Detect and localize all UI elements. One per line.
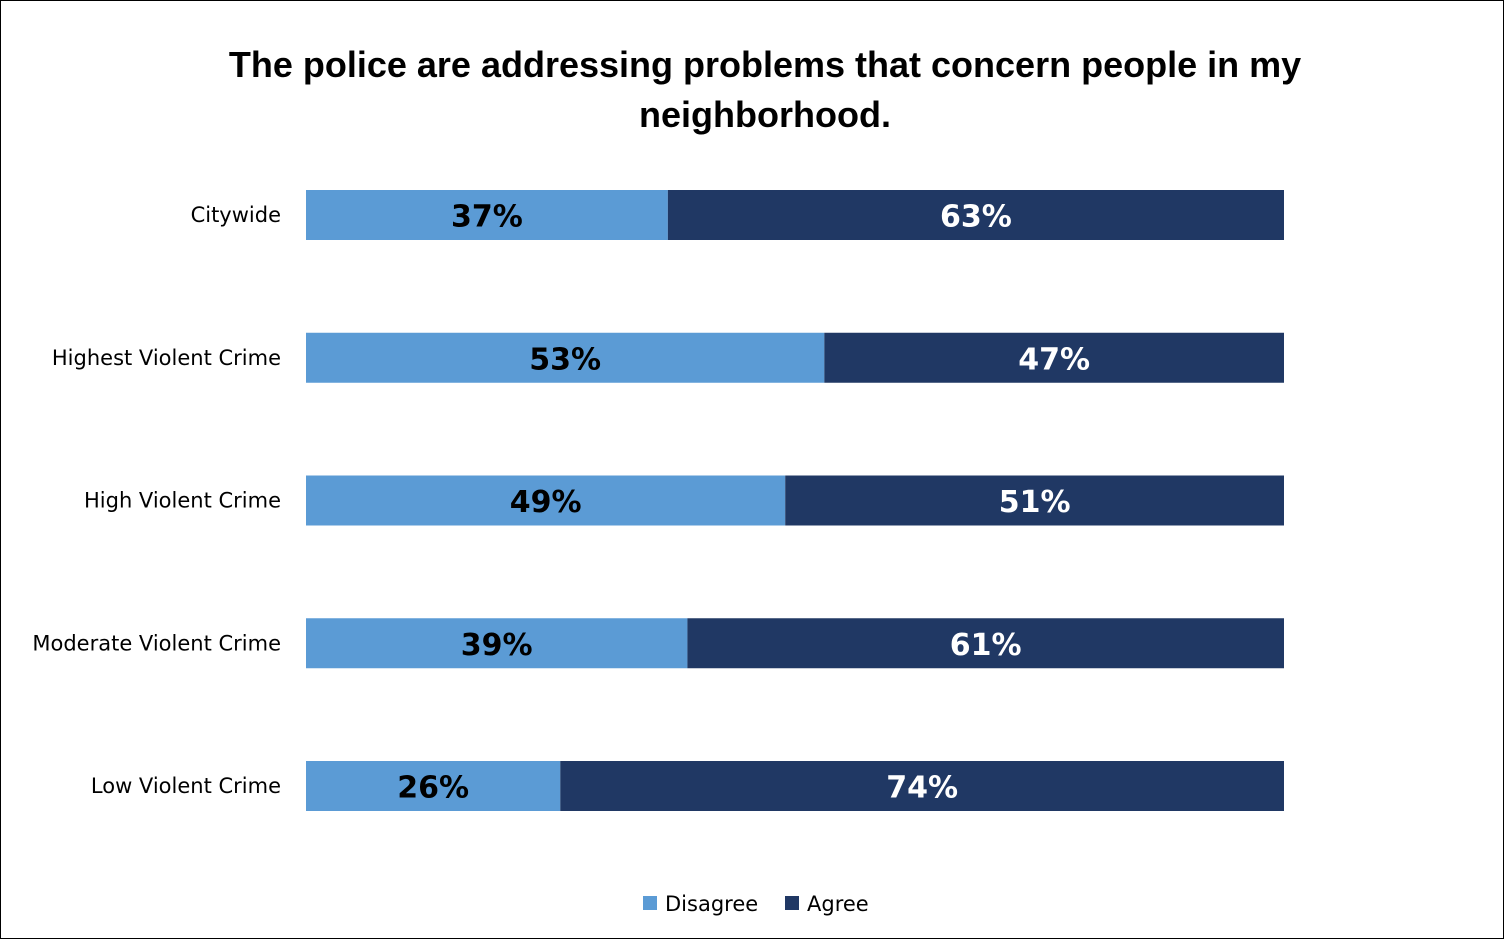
bar-agree bbox=[560, 761, 1284, 811]
data-label: 49% bbox=[510, 485, 582, 520]
category-label: Low Violent Crime bbox=[91, 774, 281, 798]
data-label: 26% bbox=[397, 771, 469, 806]
data-label: 37% bbox=[451, 200, 523, 235]
category-label: Citywide bbox=[191, 203, 281, 227]
data-label: 53% bbox=[529, 342, 601, 377]
bar-agree bbox=[667, 190, 1284, 240]
legend-label-agree: Agree bbox=[807, 892, 869, 916]
bar-disagree bbox=[306, 618, 688, 669]
legend-swatch-disagree bbox=[643, 896, 657, 910]
data-label: 74% bbox=[886, 771, 958, 806]
bar-disagree bbox=[306, 332, 825, 383]
bar-disagree bbox=[306, 190, 668, 240]
bar-disagree bbox=[306, 761, 561, 811]
bar-disagree bbox=[306, 475, 786, 526]
bar-agree bbox=[687, 618, 1284, 669]
data-label: 47% bbox=[1018, 342, 1090, 377]
data-label: 63% bbox=[940, 200, 1012, 235]
category-label: Moderate Violent Crime bbox=[32, 631, 281, 655]
bar-agree bbox=[824, 332, 1284, 383]
category-label: Highest Violent Crime bbox=[52, 346, 281, 370]
category-label: High Violent Crime bbox=[84, 489, 281, 513]
data-label: 51% bbox=[999, 485, 1071, 520]
bar-agree bbox=[785, 475, 1284, 526]
data-label: 39% bbox=[461, 628, 533, 663]
legend-label-disagree: Disagree bbox=[665, 892, 758, 916]
legend-swatch-agree bbox=[785, 896, 799, 910]
chart-title: The police are addressing problems that … bbox=[228, 44, 1302, 135]
data-label: 61% bbox=[950, 628, 1022, 663]
